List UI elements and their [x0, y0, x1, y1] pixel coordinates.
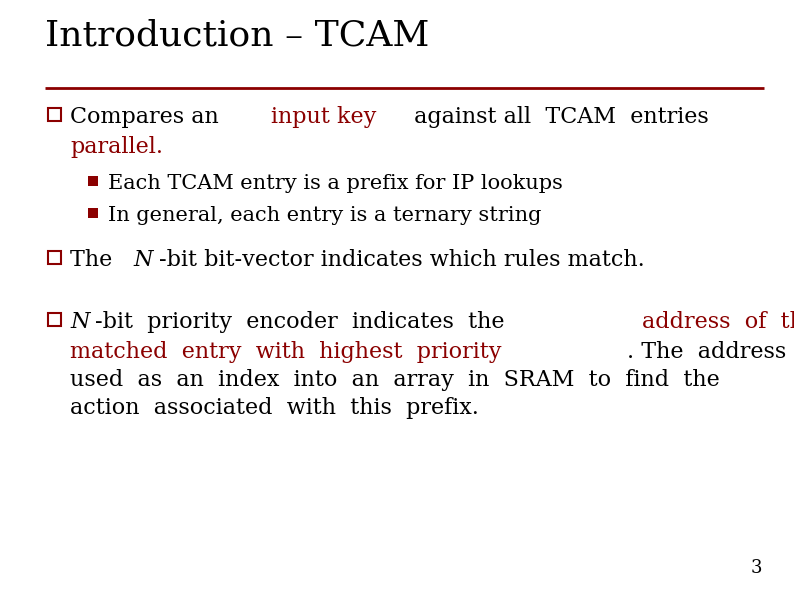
Text: The: The: [70, 249, 119, 271]
Text: Introduction – TCAM: Introduction – TCAM: [45, 18, 430, 52]
Bar: [48, 313, 61, 326]
Bar: [88, 208, 98, 218]
Text: N: N: [70, 311, 90, 333]
Text: N: N: [133, 249, 153, 271]
Text: -bit bit-vector indicates which rules match.: -bit bit-vector indicates which rules ma…: [159, 249, 645, 271]
Text: used  as  an  index  into  an  array  in  SRAM  to  find  the: used as an index into an array in SRAM t…: [70, 369, 719, 391]
Text: against all  TCAM  entries: against all TCAM entries: [407, 106, 716, 128]
Text: input key: input key: [271, 106, 376, 128]
Text: -bit  priority  encoder  indicates  the: -bit priority encoder indicates the: [95, 311, 519, 333]
Text: address  of  the: address of the: [642, 311, 794, 333]
Bar: [88, 176, 98, 186]
Text: In general, each entry is a ternary string: In general, each entry is a ternary stri…: [108, 206, 542, 225]
Text: parallel.: parallel.: [70, 136, 163, 158]
Text: action  associated  with  this  prefix.: action associated with this prefix.: [70, 397, 479, 419]
Bar: [48, 108, 61, 121]
Text: 3: 3: [751, 559, 762, 577]
Text: matched  entry  with  highest  priority: matched entry with highest priority: [70, 341, 502, 363]
Text: Each TCAM entry is a prefix for IP lookups: Each TCAM entry is a prefix for IP looku…: [108, 174, 563, 193]
Text: Compares an: Compares an: [70, 106, 225, 128]
Text: . The  address  is: . The address is: [626, 341, 794, 363]
Bar: [48, 251, 61, 264]
